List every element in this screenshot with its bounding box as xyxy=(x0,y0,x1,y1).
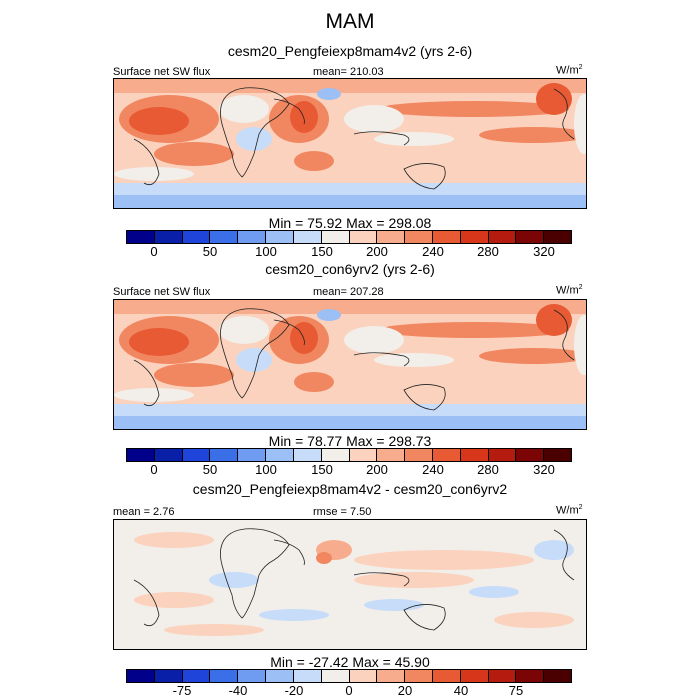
panel-2-colorbar-tick: 200 xyxy=(366,462,388,477)
panel-2-subtitle: cesm20_con6yrv2 (yrs 2-6) xyxy=(265,261,435,277)
panel-1-colorbar-tick: 240 xyxy=(422,244,444,259)
main-title: MAM xyxy=(325,10,375,33)
panel-3-colorbar-tick: 0 xyxy=(345,683,353,698)
panel-3-subtitle: cesm20_Pengfeiexp8mam4v2 - cesm20_con6yr… xyxy=(192,481,508,497)
panel-3-units-label: W/m2 xyxy=(556,504,583,517)
panel-3-minmax: Min = -27.42 Max = 45.90 xyxy=(270,654,430,670)
panel-1-map xyxy=(113,78,587,209)
panel-3-colorbar-tick: 40 xyxy=(453,683,469,698)
panel-3-colorbar-tick: 75 xyxy=(508,683,524,698)
panel-1-colorbar-tick: 0 xyxy=(150,244,158,259)
panel-3-colorbar-tick: 20 xyxy=(397,683,413,698)
panel-3-rmse-label: rmse = 7.50 xyxy=(313,506,372,518)
panel-3-colorbar-tick: -20 xyxy=(284,683,304,698)
panel-2-colorbar xyxy=(126,448,572,462)
panel-3-colorbar xyxy=(126,669,572,683)
panel-2-mean-label: mean= 207.28 xyxy=(313,286,384,298)
panel-3-map xyxy=(113,519,587,650)
panel-1-colorbar xyxy=(126,230,572,244)
panel-3-mean-label: mean = 2.76 xyxy=(113,506,175,518)
panel-1-colorbar-tick: 280 xyxy=(477,244,499,259)
panel-1-minmax: Min = 75.92 Max = 298.08 xyxy=(268,215,432,231)
panel-1-mean-label: mean= 210.03 xyxy=(313,66,384,78)
panel-2-colorbar-tick: 240 xyxy=(422,462,444,477)
panel-1-subtitle: cesm20_Pengfeiexp8mam4v2 (yrs 2-6) xyxy=(227,43,473,59)
panel-2-units-label: W/m2 xyxy=(556,284,583,297)
panel-2-colorbar-tick: 0 xyxy=(150,462,158,477)
panel-2-map xyxy=(113,299,587,430)
panel-2-colorbar-tick: 320 xyxy=(533,462,555,477)
panel-3-colorbar-tick: -75 xyxy=(172,683,192,698)
panel-3-colorbar-tick: -40 xyxy=(228,683,248,698)
panel-2-colorbar-tick: 150 xyxy=(311,462,333,477)
panel-2-colorbar-tick: 50 xyxy=(202,462,218,477)
panel-1-colorbar-tick: 320 xyxy=(533,244,555,259)
panel-1-variable-label: Surface net SW flux xyxy=(113,66,211,78)
panel-1-colorbar-tick: 200 xyxy=(366,244,388,259)
panel-2-variable-label: Surface net SW flux xyxy=(113,286,211,298)
panel-1-colorbar-tick: 50 xyxy=(202,244,218,259)
panel-1-units-label: W/m2 xyxy=(556,64,583,77)
panel-2-minmax: Min = 78.77 Max = 298.73 xyxy=(268,433,432,449)
panel-1-colorbar-tick: 100 xyxy=(255,244,277,259)
panel-2-colorbar-tick: 100 xyxy=(255,462,277,477)
panel-2-colorbar-tick: 280 xyxy=(477,462,499,477)
panel-1-colorbar-tick: 150 xyxy=(311,244,333,259)
